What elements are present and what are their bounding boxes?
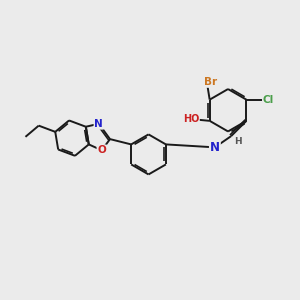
Text: Cl: Cl <box>263 94 274 105</box>
Text: H: H <box>234 137 242 146</box>
Text: O: O <box>98 145 106 155</box>
Text: N: N <box>94 119 103 129</box>
Text: HO: HO <box>183 114 199 124</box>
Text: Br: Br <box>204 77 218 87</box>
Text: N: N <box>210 141 220 154</box>
